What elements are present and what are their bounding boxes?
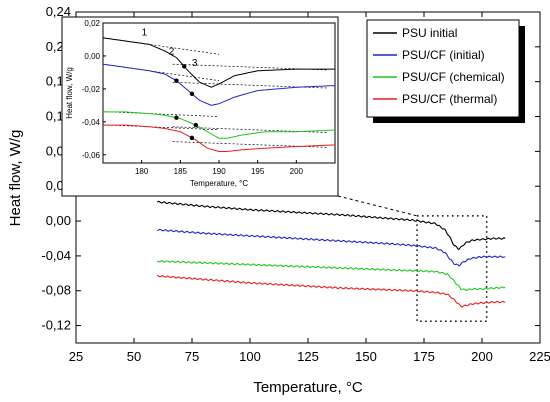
zoom-connector <box>337 195 418 217</box>
legend-label: PSU initial <box>402 26 457 40</box>
inset-series-line <box>103 124 336 152</box>
inset-transition-marker <box>193 122 198 128</box>
inset-series-line <box>103 111 335 139</box>
main-tick-labels: 25 50 75 100 125 150 175 200 225 -0,12 -0,08 -0,04 0… <box>41 4 550 364</box>
x-tick-label: 200 <box>471 349 493 364</box>
main-series-line <box>157 228 506 267</box>
x-tick-label: 75 <box>185 349 199 364</box>
inset-tangent-pre <box>102 37 220 55</box>
inset-y-tick-label: -0,02 <box>82 85 101 94</box>
main-series-line <box>156 274 506 308</box>
inset-x-tick-label: 185 <box>174 167 188 176</box>
inset-x-tick-label: 200 <box>290 167 304 176</box>
legend-label: PSU/CF (initial) <box>402 48 485 62</box>
inset-y-tick-label: 0,02 <box>84 19 100 28</box>
inset-annotation-label: 3 <box>192 58 198 69</box>
main-series <box>156 200 506 308</box>
inset-transition-marker <box>182 64 187 69</box>
x-axis-title: Temperature, °C <box>253 379 363 396</box>
inset-x-tick-label: 180 <box>135 167 149 176</box>
y-axis-title: Heat flow, W/g <box>7 130 24 227</box>
inset-y-tick-label: 0,00 <box>84 52 100 61</box>
legend-label: PSU/CF (chemical) <box>402 70 505 84</box>
x-tick-label: 125 <box>297 349 319 364</box>
legend-label: PSU/CF (thermal) <box>402 92 497 106</box>
inset-ticks <box>103 22 297 163</box>
inset-x-tick-label: 195 <box>251 167 265 176</box>
inset-annotation-label: 1 <box>142 27 148 38</box>
inset-tangent-pre <box>102 63 220 81</box>
legend: PSU initial PSU/CF (initial) PSU/CF (chemi… <box>366 19 525 123</box>
inset-y-tick-label: -0,06 <box>82 151 101 160</box>
inset-tangent-pre <box>102 111 220 117</box>
inset-x-tick-label: 190 <box>212 167 226 176</box>
inset-series-line <box>102 63 336 106</box>
inset-y-axis-title: Heat flow, W/g <box>65 67 74 119</box>
y-tick-label: -0,08 <box>41 283 71 298</box>
zoom-rectangle <box>416 215 488 322</box>
y-tick-label: -0,12 <box>41 318 71 333</box>
main-ticks <box>75 11 541 343</box>
inset-tick-labels: 180 185 190 195 200 -0,06 -0,04 -0,02 0,00 0,02 <box>82 19 304 176</box>
y-tick-label: -0,04 <box>41 248 71 263</box>
inset-annotation-label: 2 <box>169 46 175 57</box>
main-series-line <box>156 200 506 251</box>
x-tick-label: 225 <box>529 349 550 364</box>
inset-y-tick-label: -0,04 <box>82 118 101 127</box>
zoom-region <box>337 195 488 322</box>
inset-background <box>61 16 339 197</box>
inset-transition-marker <box>174 78 179 83</box>
inset-chart: 180 185 190 195 200 -0,06 -0,04 -0,02 0,00 0,02 1… <box>61 16 339 197</box>
inset-series <box>102 37 336 152</box>
main-series-line <box>156 259 506 291</box>
inset-transition-marker <box>189 91 195 97</box>
inset-transition-marker <box>174 115 179 120</box>
x-tick-label: 25 <box>69 349 83 364</box>
x-tick-label: 150 <box>355 349 377 364</box>
inset-annotations: 1 2 3 <box>142 27 198 68</box>
y-tick-label: 0,00 <box>46 213 71 228</box>
x-tick-label: 100 <box>239 349 261 364</box>
y-tick-label: 0,24 <box>46 4 71 19</box>
x-tick-label: 50 <box>127 349 141 364</box>
x-tick-label: 175 <box>413 349 435 364</box>
legend-items: PSU initial PSU/CF (initial) PSU/CF (chemi… <box>373 26 505 106</box>
inset-series-line <box>102 37 335 88</box>
inset-x-axis-title: Temperature, °C <box>190 179 249 188</box>
inset-tangent-pre <box>102 124 220 131</box>
inset-transition-marker <box>189 135 195 141</box>
legend-box <box>366 19 520 118</box>
